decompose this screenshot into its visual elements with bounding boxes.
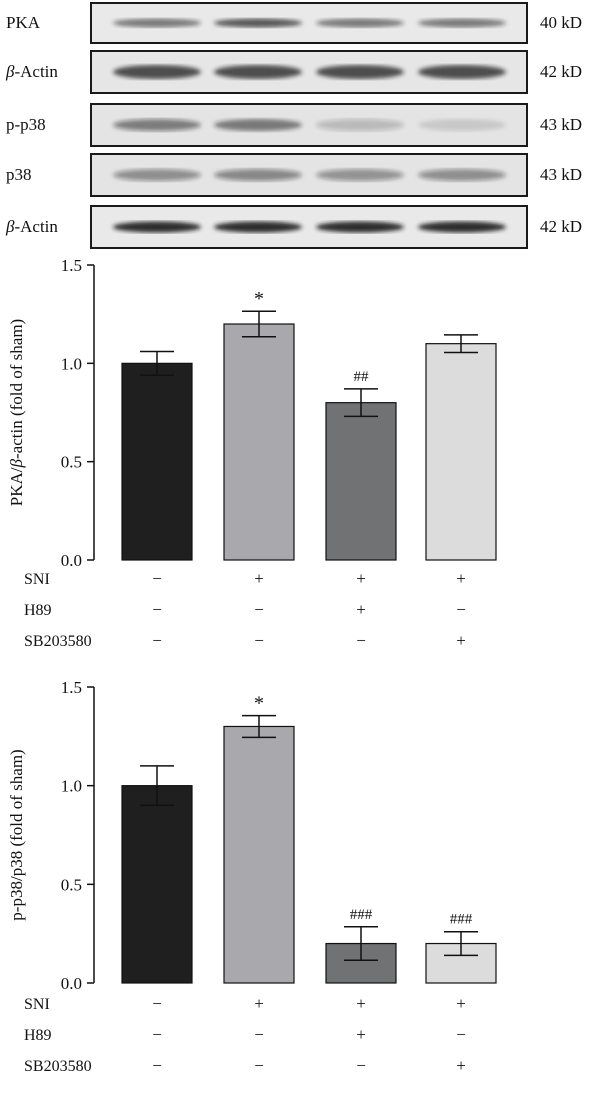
- treatment-sign: −: [152, 994, 162, 1013]
- significance-label: *: [254, 693, 264, 715]
- treatment-sign: +: [456, 569, 466, 588]
- blot-band: [113, 169, 201, 181]
- treatment-name: SB203580: [24, 633, 92, 650]
- bar: [425, 343, 497, 561]
- pp38-bar-chart: 0.0 0.5 1.0 1.5 p-p38/p38 (fold of sham) * ###…: [7, 678, 497, 1075]
- treatment-sign: −: [356, 1056, 366, 1075]
- pka-bar-chart: 0.0 0.5 1.0 1.5 PKA/β-actin (fold of sham) * #…: [7, 256, 497, 650]
- treatment-name: H89: [24, 602, 52, 619]
- treatment-sign: +: [356, 994, 366, 1013]
- significance-label: ###: [350, 907, 373, 923]
- blot-band: [418, 221, 506, 233]
- bar: [223, 323, 295, 561]
- blot-band: [418, 18, 506, 28]
- blot-band: [316, 169, 404, 181]
- y-axis-label: p-p38/p38 (fold of sham): [7, 749, 26, 920]
- treatment-sign: −: [152, 631, 162, 650]
- blot-strip: [90, 205, 528, 249]
- blot-band: [113, 119, 201, 131]
- y-tick-label: 0.5: [61, 875, 82, 894]
- blot-strip: [90, 153, 528, 197]
- blot-kd-label: 40 kD: [540, 13, 583, 32]
- treatment-sign: +: [356, 600, 366, 619]
- blot-band: [418, 169, 506, 181]
- treatment-sign: −: [456, 600, 466, 619]
- treatment-sign: −: [152, 1025, 162, 1044]
- treatment-name: H89: [24, 1027, 52, 1044]
- blot-kd-label: 42 kD: [540, 217, 583, 236]
- y-tick-label: 1.0: [61, 354, 82, 373]
- blot-strip: [90, 2, 528, 44]
- blot-band: [214, 169, 302, 181]
- blot-label-text: -Actin: [14, 217, 58, 236]
- blot-strip: [90, 50, 528, 94]
- y-tick-label: 0.0: [61, 551, 82, 570]
- treatment-sign: −: [456, 1025, 466, 1044]
- blot-band: [113, 221, 201, 233]
- blot-label: p-p38: [6, 115, 88, 135]
- blot-band: [316, 119, 404, 131]
- blot-kd-label: 42 kD: [540, 62, 583, 81]
- treatment-sign: +: [356, 569, 366, 588]
- treatment-sign: −: [152, 569, 162, 588]
- blot-label-text: PKA: [6, 13, 41, 32]
- blot-band: [214, 65, 302, 79]
- y-tick-label: 0.0: [61, 974, 82, 993]
- blot-label: p38: [6, 165, 88, 185]
- blot-label: β-Actin: [6, 217, 88, 237]
- significance-label: *: [254, 288, 264, 310]
- treatment-sign: −: [254, 600, 264, 619]
- blot-kd-label: 43 kD: [540, 115, 583, 134]
- treatment-sign: −: [254, 1056, 264, 1075]
- significance-label: ###: [450, 912, 473, 928]
- treatment-name: SNI: [24, 996, 50, 1013]
- blot-label: β-Actin: [6, 62, 88, 82]
- treatment-sign: −: [254, 631, 264, 650]
- treatment-sign: +: [456, 631, 466, 650]
- y-axis-label: PKA/β-actin (fold of sham): [7, 319, 26, 506]
- y-tick-label: 1.5: [61, 256, 82, 275]
- blot-label-text: -Actin: [14, 62, 58, 81]
- blot-band: [113, 18, 201, 28]
- blot-band: [316, 18, 404, 28]
- treatment-sign: −: [356, 631, 366, 650]
- bar: [223, 725, 295, 984]
- blot-label-greek: β: [6, 62, 15, 81]
- blot-label-greek: β: [6, 217, 15, 236]
- blot-band: [316, 65, 404, 79]
- treatment-sign: −: [152, 600, 162, 619]
- treatment-sign: +: [254, 994, 264, 1013]
- blot-label: PKA: [6, 13, 88, 33]
- blot-kd-label: 43 kD: [540, 165, 583, 184]
- treatment-name: SB203580: [24, 1058, 92, 1075]
- blot-band: [316, 221, 404, 233]
- treatment-sign: +: [456, 1056, 466, 1075]
- blot-band: [418, 119, 506, 131]
- bar: [121, 785, 193, 984]
- bar: [325, 402, 397, 561]
- y-tick-label: 1.0: [61, 777, 82, 796]
- blot-band: [214, 18, 302, 28]
- blot-band: [214, 119, 302, 131]
- treatment-sign: −: [152, 1056, 162, 1075]
- significance-label: ##: [354, 369, 370, 385]
- blot-band: [214, 221, 302, 233]
- treatment-sign: +: [456, 994, 466, 1013]
- treatment-sign: +: [254, 569, 264, 588]
- treatment-name: SNI: [24, 571, 50, 588]
- treatment-sign: +: [356, 1025, 366, 1044]
- blot-label-text: p-p38: [6, 115, 46, 134]
- blot-band: [418, 65, 506, 79]
- y-tick-label: 0.5: [61, 453, 82, 472]
- blot-band: [113, 65, 201, 79]
- blot-strip: [90, 103, 528, 147]
- blot-label-text: p38: [6, 165, 32, 184]
- bar: [121, 362, 193, 561]
- treatment-sign: −: [254, 1025, 264, 1044]
- y-tick-label: 1.5: [61, 678, 82, 697]
